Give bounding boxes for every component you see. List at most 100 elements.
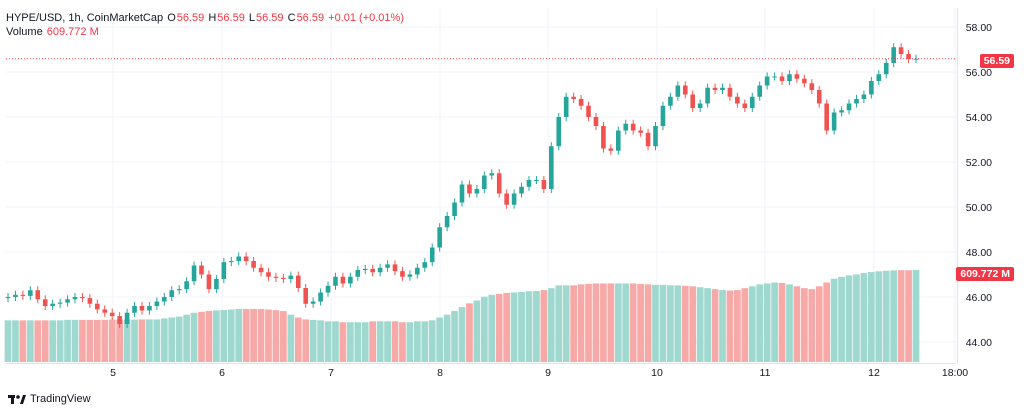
tradingview-footer[interactable]: TradingView (8, 393, 91, 405)
candle-body (117, 316, 122, 324)
volume-bar (763, 283, 771, 362)
volume-bar (629, 283, 637, 362)
x-tick-label: 5 (110, 367, 116, 379)
candle-body (720, 87, 725, 90)
volume-bar (235, 308, 243, 362)
candle-body (42, 299, 48, 306)
volume-bar (592, 283, 600, 362)
volume-bar (146, 319, 153, 362)
volume-bar (190, 312, 198, 362)
volume-bar (391, 321, 399, 362)
volume-bar (793, 286, 801, 362)
tradingview-logo-icon (8, 395, 26, 404)
volume-bar (614, 283, 622, 362)
last-price-tag: 56.59 (979, 54, 1014, 68)
volume-bar (704, 288, 711, 362)
volume-bar (607, 283, 615, 362)
volume-bar (540, 290, 548, 362)
candle-body (496, 173, 502, 194)
volume-bar (183, 314, 190, 362)
candle-body (831, 112, 837, 131)
candle-body (727, 87, 733, 97)
volume-bar (272, 310, 280, 362)
volume-bar (853, 274, 860, 362)
volume-bar (741, 288, 749, 362)
candle-body (816, 90, 822, 104)
volume-bar (488, 294, 496, 362)
volume-bar (265, 309, 272, 362)
y-tick-label: 48.00 (966, 247, 992, 259)
legend-volume: Volume 609.772 M (6, 26, 100, 38)
volume-value: 609.772 M (46, 26, 99, 38)
candle-body (35, 290, 41, 300)
candle-body (169, 290, 175, 297)
volume-bar (912, 270, 920, 362)
candle-body (772, 76, 777, 78)
candle-body (534, 180, 539, 181)
candle-body (161, 297, 167, 302)
volume-bar (436, 317, 444, 362)
candle-body (281, 277, 286, 279)
candle-body (846, 103, 852, 111)
candle-body (824, 103, 829, 131)
volume-bar (64, 319, 71, 362)
candle-body (72, 297, 78, 300)
candle-body (764, 76, 770, 86)
volume-bar (227, 309, 235, 362)
volume-bar (696, 287, 704, 362)
candle-body (176, 289, 182, 291)
y-tick-label: 46.00 (966, 292, 992, 304)
candle-body (757, 85, 763, 97)
volume-bar (667, 285, 674, 362)
volume-bar (711, 289, 719, 362)
volume-bar (153, 319, 161, 362)
volume-bar (771, 282, 778, 362)
volume-bar (801, 288, 808, 362)
candle-body (556, 117, 562, 147)
x-tick-label: 12 (868, 367, 880, 379)
candle-body (645, 132, 651, 147)
candle-body (228, 261, 234, 263)
volume-bar (287, 314, 295, 362)
volume-bar (317, 320, 324, 362)
volume-bar (421, 321, 429, 362)
open-value: 56.59 (176, 12, 205, 24)
candle-body (236, 256, 242, 261)
candle-body (102, 309, 108, 313)
candle-body (139, 306, 145, 311)
candle-body (87, 298, 93, 304)
volume-bar (458, 307, 466, 362)
volume-bar (347, 322, 354, 362)
volume-bar (220, 309, 228, 362)
candle-body (459, 184, 465, 203)
volume-bar (101, 319, 109, 362)
candle-body (504, 193, 509, 205)
candle-body (80, 297, 85, 299)
volume-bar (518, 291, 525, 362)
volume-bar (168, 317, 176, 362)
candle-body (712, 87, 718, 90)
candle-body (906, 54, 911, 59)
x-tick-label: 11 (760, 367, 771, 379)
volume-bar (748, 286, 756, 362)
volume-bar (637, 283, 644, 362)
candle-body (206, 274, 212, 290)
volume-bar (160, 318, 168, 362)
candle-body (199, 265, 204, 275)
volume-bar (56, 320, 64, 362)
candle-body (370, 268, 375, 273)
low-label: L (248, 12, 256, 24)
y-tick-label: 52.00 (966, 157, 992, 169)
volume-bar (71, 319, 79, 362)
candle-body (682, 85, 688, 95)
volume-bar (399, 322, 406, 362)
candle-body (258, 267, 264, 273)
candle-body (675, 85, 681, 97)
candle-body (913, 58, 919, 60)
candle-body (861, 94, 867, 99)
candle-body (891, 47, 896, 63)
candle-body (549, 146, 554, 189)
change-value: +0.01 (+0.01%) (328, 12, 404, 24)
candle-body (623, 123, 629, 131)
